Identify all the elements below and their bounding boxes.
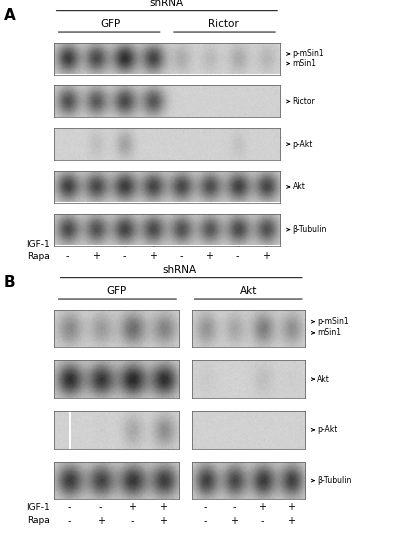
Text: Rapa: Rapa [27,516,49,525]
Text: p-mSin1: p-mSin1 [293,50,324,58]
Text: Rapa: Rapa [27,252,49,261]
Text: shRNA: shRNA [162,265,196,275]
Text: p-mSin1: p-mSin1 [317,317,349,326]
Text: -: - [179,239,183,249]
Text: Rictor: Rictor [293,97,315,106]
Text: IGF-1: IGF-1 [26,503,49,512]
Text: -: - [204,502,208,512]
Text: +: + [287,516,295,525]
Text: +: + [97,516,105,525]
Text: β-Tubulin: β-Tubulin [317,476,351,485]
Text: +: + [149,252,157,261]
Text: β-Tubulin: β-Tubulin [293,225,327,234]
Text: -: - [232,502,236,512]
Text: -: - [94,239,98,249]
Text: -: - [261,516,264,525]
Text: Akt: Akt [293,183,305,191]
Text: -: - [208,239,211,249]
Text: -: - [68,516,71,525]
Text: -: - [68,502,71,512]
Text: +: + [234,239,242,249]
Text: -: - [179,252,183,261]
Text: -: - [99,502,103,512]
Text: +: + [92,252,100,261]
Text: shRNA: shRNA [150,0,184,8]
Text: +: + [262,239,270,249]
Text: GFP: GFP [106,286,126,296]
Text: +: + [159,502,168,512]
Text: +: + [120,239,129,249]
Text: Rictor: Rictor [208,19,239,29]
Text: p-Akt: p-Akt [317,426,337,434]
Text: -: - [123,252,126,261]
Text: +: + [230,516,238,525]
Text: -: - [204,516,208,525]
Text: -: - [236,252,239,261]
Text: -: - [66,252,70,261]
Text: Akt: Akt [317,375,330,383]
Text: +: + [128,502,136,512]
Text: +: + [205,252,213,261]
Text: B: B [4,275,16,290]
Text: +: + [159,516,168,525]
Text: Akt: Akt [239,286,257,296]
Text: mSin1: mSin1 [317,328,341,337]
Text: mSin1: mSin1 [293,59,316,68]
Text: A: A [4,8,16,23]
Text: +: + [287,502,295,512]
Text: IGF-1: IGF-1 [26,240,49,249]
Text: +: + [258,502,267,512]
Text: -: - [130,516,134,525]
Text: p-Akt: p-Akt [293,140,313,148]
Text: +: + [262,252,270,261]
Text: GFP: GFP [100,19,120,29]
Text: +: + [149,239,157,249]
Text: -: - [66,239,70,249]
